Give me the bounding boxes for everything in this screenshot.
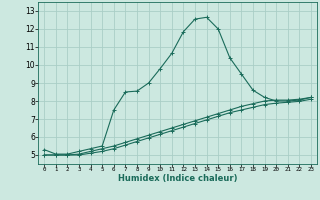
X-axis label: Humidex (Indice chaleur): Humidex (Indice chaleur) xyxy=(118,174,237,183)
